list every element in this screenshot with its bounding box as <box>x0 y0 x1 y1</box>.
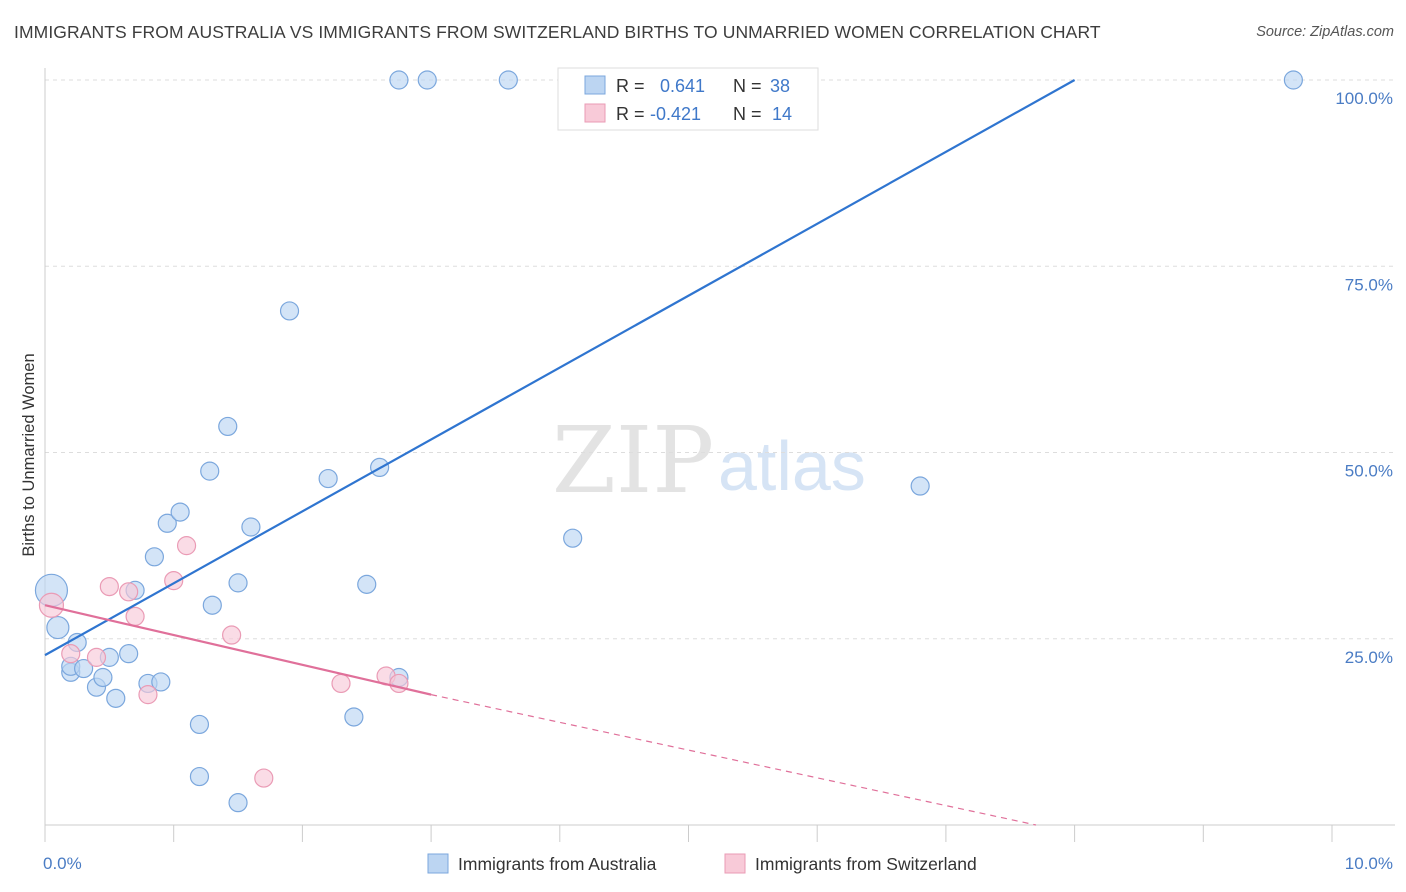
series-legend: Immigrants from Australia Immigrants fro… <box>427 853 977 874</box>
y-tick-label: 100.0% <box>1335 89 1393 108</box>
legend-swatch-switzerland <box>724 853 746 874</box>
axes <box>44 68 1395 842</box>
data-point-australia <box>189 714 210 735</box>
data-point-australia <box>157 513 177 533</box>
stats-r-switzerland: -0.421 <box>650 104 701 124</box>
data-point-australia <box>170 502 190 522</box>
data-point-australia <box>279 301 300 321</box>
data-point-australia <box>93 667 113 688</box>
data-point-australia <box>144 547 164 567</box>
stats-r-australia: 0.641 <box>660 76 705 96</box>
stats-swatch-switzerland <box>584 103 606 123</box>
y-tick-labels: 25.0% 50.0% 75.0% 100.0% <box>1335 89 1393 667</box>
data-point-switzerland <box>86 647 107 667</box>
data-point-switzerland <box>61 644 81 664</box>
legend-swatch-australia <box>427 853 449 874</box>
stats-swatch-australia <box>584 75 606 95</box>
stats-r-label: R = <box>616 76 645 96</box>
y-tick-label: 75.0% <box>1345 275 1393 294</box>
x-tick-labels: 0.0% 10.0% <box>43 854 1393 873</box>
legend-label-switzerland: Immigrants from Switzerland <box>755 854 977 874</box>
chart-title: IMMIGRANTS FROM AUSTRALIA VS IMMIGRANTS … <box>14 22 1101 42</box>
data-point-australia <box>344 707 364 727</box>
x-tick-label: 0.0% <box>43 854 82 873</box>
data-point-australia <box>189 766 210 787</box>
data-point-australia <box>200 461 220 481</box>
grid-lines <box>45 79 1395 640</box>
data-point-australia <box>910 476 930 496</box>
legend-label-australia: Immigrants from Australia <box>458 854 657 874</box>
data-point-australia <box>417 70 437 90</box>
trend-line-extension-switzerland <box>430 694 1037 826</box>
points-switzerland <box>38 536 409 788</box>
data-point-australia <box>119 644 139 664</box>
data-point-australia <box>498 70 518 90</box>
trend-line-switzerland <box>44 604 432 696</box>
data-point-australia <box>151 672 171 692</box>
data-point-australia <box>318 468 338 489</box>
stats-r-label: R = <box>616 104 645 124</box>
data-point-australia <box>357 574 377 594</box>
data-point-australia <box>106 688 126 708</box>
data-point-switzerland <box>331 673 351 694</box>
data-point-switzerland <box>119 582 139 602</box>
data-point-switzerland <box>125 606 145 627</box>
data-point-switzerland <box>138 685 158 705</box>
stats-n-australia: 38 <box>770 76 790 96</box>
data-point-australia <box>228 573 248 593</box>
data-point-australia <box>563 528 583 548</box>
data-point-australia <box>202 595 222 615</box>
trend-line-australia <box>44 79 1076 657</box>
data-point-switzerland <box>222 625 242 645</box>
data-point-australia <box>389 70 409 90</box>
watermark-atlas: atlas <box>718 427 866 505</box>
x-tick-label: 10.0% <box>1345 854 1393 873</box>
points-australia <box>34 70 1303 813</box>
data-point-australia <box>1283 70 1303 90</box>
stats-n-label: N = <box>733 104 762 124</box>
data-point-australia <box>218 416 238 437</box>
stats-n-label: N = <box>733 76 762 96</box>
stats-n-switzerland: 14 <box>772 104 792 124</box>
y-axis-label: Births to Unmarried Women <box>20 353 38 556</box>
data-point-australia <box>74 658 94 679</box>
watermark-zip: ZIP <box>552 407 714 514</box>
data-point-australia <box>241 517 261 537</box>
data-point-australia <box>46 615 70 640</box>
data-point-switzerland <box>38 592 65 618</box>
stats-legend: R = 0.641 N = 38 R = -0.421 N = 14 <box>557 67 819 131</box>
trend-lines <box>44 79 1076 826</box>
watermark: ZIP atlas <box>552 407 866 514</box>
y-tick-label: 25.0% <box>1345 648 1393 667</box>
data-point-switzerland <box>254 768 274 788</box>
y-tick-label: 50.0% <box>1345 462 1393 481</box>
data-point-australia <box>228 793 248 813</box>
data-point-switzerland <box>176 536 197 556</box>
source-credit: Source: ZipAtlas.com <box>1256 24 1394 40</box>
data-point-switzerland <box>99 576 119 597</box>
